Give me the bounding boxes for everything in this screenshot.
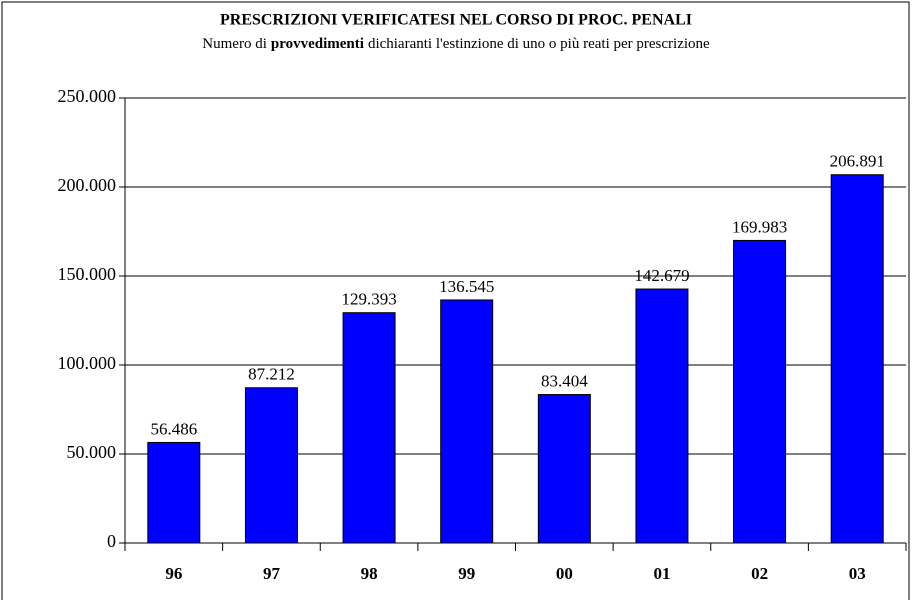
x-tick-label: 03 (849, 564, 866, 583)
value-label: 136.545 (439, 277, 494, 296)
x-tick-label: 96 (165, 564, 182, 583)
y-tick-label: 200.000 (58, 175, 117, 195)
value-label: 206.891 (830, 152, 885, 171)
chart-title: PRESCRIZIONI VERIFICATESI NEL CORSO DI P… (220, 12, 692, 29)
y-tick-label: 50.000 (67, 442, 117, 462)
y-tick-label: 250.000 (58, 86, 117, 106)
bar (635, 288, 689, 544)
value-label: 83.404 (541, 371, 588, 390)
x-tick-label: 01 (653, 564, 670, 583)
y-tick-label: 100.000 (58, 353, 117, 373)
value-label: 142.679 (634, 266, 689, 285)
bar (342, 312, 396, 544)
value-label: 56.486 (150, 419, 197, 438)
bar (537, 394, 591, 544)
x-tick-label: 02 (751, 564, 768, 583)
x-tick-label: 99 (458, 564, 475, 583)
value-label: 87.212 (248, 365, 295, 384)
value-label: 169.983 (732, 217, 787, 236)
x-tick-label: 98 (361, 564, 378, 583)
bar (830, 174, 884, 544)
chart-subtitle: Numero di provvedimenti dichiaranti l'esti… (202, 36, 710, 52)
subtitle-part: dichiaranti l'estinzione di uno o più re… (368, 36, 710, 52)
y-tick-label: 0 (107, 531, 116, 551)
bar (733, 239, 787, 544)
bar (244, 387, 298, 544)
x-tick-label: 97 (263, 564, 281, 583)
x-tick-label: 00 (556, 564, 573, 583)
y-tick-label: 150.000 (58, 264, 117, 284)
subtitle-part: Numero di (202, 36, 267, 52)
subtitle-bold: provvedimenti (271, 36, 364, 52)
bar (147, 441, 201, 544)
value-label: 129.393 (341, 290, 396, 309)
bar (440, 299, 494, 544)
